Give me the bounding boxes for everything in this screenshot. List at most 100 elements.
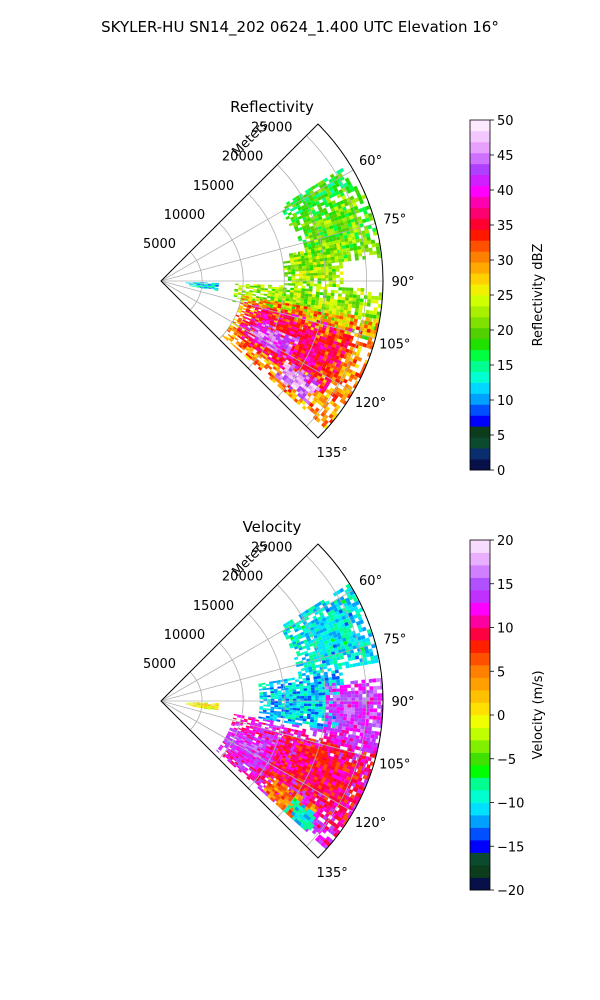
colorbar-tick-label: 25 <box>497 289 514 304</box>
colorbar-swatch <box>470 349 490 362</box>
colorbar-tick-label: 20 <box>497 324 514 339</box>
theta-tick-label: 90° <box>391 695 414 710</box>
colorbar-tick-label: 20 <box>497 534 514 549</box>
reflectivity-title: Reflectivity <box>230 98 314 116</box>
theta-tick-label: 60° <box>359 154 382 169</box>
range-tick-label: 20000 <box>222 150 263 165</box>
colorbar: −20 −15 −10 −5 0 5 10 15 20 Velocity (m/s) <box>469 534 546 899</box>
colorbar-swatch <box>470 338 490 351</box>
colorbar-swatch <box>470 316 490 329</box>
echo-region <box>282 583 382 677</box>
colorbar-swatch <box>470 790 490 803</box>
echo-region <box>185 702 219 711</box>
theta-tick-label: 90° <box>391 275 414 290</box>
colorbar-swatch <box>470 802 490 816</box>
echo-region <box>222 727 280 772</box>
velocity-title: Velocity <box>243 518 302 536</box>
colorbar-swatch <box>470 690 490 703</box>
sector-frame <box>160 123 384 439</box>
colorbar-swatch <box>470 540 490 553</box>
colorbar-tick-label: 5 <box>497 429 505 444</box>
colorbar-swatch <box>470 577 490 591</box>
theta-tick-label: 105° <box>379 758 410 773</box>
azimuth-spoke <box>160 280 376 339</box>
azimuth-spoke <box>160 643 376 702</box>
echo-region <box>185 282 219 292</box>
colorbar-swatch <box>470 262 490 274</box>
colorbar-tick-label: 45 <box>497 149 514 164</box>
colorbar-label: Reflectivity dBZ <box>531 244 546 347</box>
colorbar-tick-label: −10 <box>497 797 524 812</box>
colorbar-swatch <box>470 426 490 438</box>
theta-tick-label: 75° <box>383 212 406 227</box>
range-tick-label: 5000 <box>143 657 176 672</box>
figure-title: SKYLER-HU SN14_202 0624_1.400 UTC Elevat… <box>101 18 499 37</box>
velocity-panel: Velocity 60° 75° 90° 105° 120° 135° 5000 10000 1… <box>143 518 546 899</box>
theta-tick-label: 135° <box>316 866 347 881</box>
colorbar-swatch <box>470 174 490 187</box>
colorbar-tick-label: −15 <box>497 840 524 855</box>
colorbar-swatch <box>470 727 490 741</box>
range-tick-label: 25000 <box>251 121 292 136</box>
echo-layer <box>185 167 383 431</box>
colorbar-swatch <box>470 196 490 208</box>
colorbar-swatch <box>470 207 490 219</box>
colorbar-swatch <box>470 665 490 678</box>
colorbar-tick-label: 0 <box>497 709 505 724</box>
colorbar-swatch <box>470 877 490 891</box>
range-tick-label: 15000 <box>193 179 234 194</box>
colorbar-swatch <box>470 382 490 394</box>
colorbar-swatch <box>470 251 490 263</box>
colorbar-swatch <box>470 305 490 318</box>
colorbar-swatch <box>470 552 490 566</box>
colorbar-tick-label: 5 <box>497 665 505 680</box>
sector-frame <box>160 543 384 859</box>
colorbar-swatch <box>470 827 490 841</box>
theta-tick-label: 120° <box>355 396 386 411</box>
range-tick-label: 25000 <box>251 541 292 556</box>
colorbar-swatch <box>470 459 490 471</box>
colorbar-swatch <box>470 615 490 628</box>
theta-tick-label: 75° <box>383 632 406 647</box>
colorbar-tick-label: 50 <box>497 114 514 129</box>
colorbar-tick-label: 10 <box>497 394 514 409</box>
echo-region <box>282 243 344 288</box>
colorbar-swatch <box>470 652 490 666</box>
colorbar-swatch <box>470 240 490 252</box>
colorbar-swatch <box>470 765 490 778</box>
colorbar-swatch <box>470 840 490 853</box>
colorbar-swatch <box>470 152 490 165</box>
colorbar-swatch <box>470 295 490 307</box>
colorbar-tick-label: −20 <box>497 884 524 899</box>
azimuth-spoke <box>160 700 354 813</box>
theta-tick-label: 60° <box>359 574 382 589</box>
colorbar-swatch <box>470 437 490 449</box>
theta-tick-label: 105° <box>379 338 410 353</box>
range-tick-label: 10000 <box>164 628 205 643</box>
range-tick-label: 5000 <box>143 237 176 252</box>
colorbar-swatch <box>470 590 490 603</box>
colorbar-swatch <box>470 627 490 641</box>
colorbar-tick-label: 0 <box>497 464 505 479</box>
azimuth-spoke <box>160 169 354 282</box>
colorbar-swatch <box>470 229 490 241</box>
range-tick-label: 20000 <box>222 570 263 585</box>
colorbar-swatch <box>470 740 490 753</box>
colorbar-tick-label: 10 <box>497 622 514 637</box>
colorbar-swatch <box>470 565 490 578</box>
echo-region <box>283 797 316 831</box>
colorbar-tick-label: 40 <box>497 184 514 199</box>
colorbar-swatch <box>470 163 490 176</box>
colorbar-swatch <box>470 273 490 285</box>
colorbar-tick-label: 35 <box>497 219 514 234</box>
colorbar-label: Velocity (m/s) <box>531 670 546 759</box>
azimuth-spoke <box>160 700 376 759</box>
azimuth-spoke <box>160 280 354 393</box>
colorbar-swatch <box>470 852 490 866</box>
colorbar-swatch <box>470 448 490 460</box>
colorbar-swatch <box>470 865 490 878</box>
echo-region <box>274 359 321 405</box>
azimuth-spoke <box>160 223 376 282</box>
range-tick-label: 15000 <box>193 599 234 614</box>
